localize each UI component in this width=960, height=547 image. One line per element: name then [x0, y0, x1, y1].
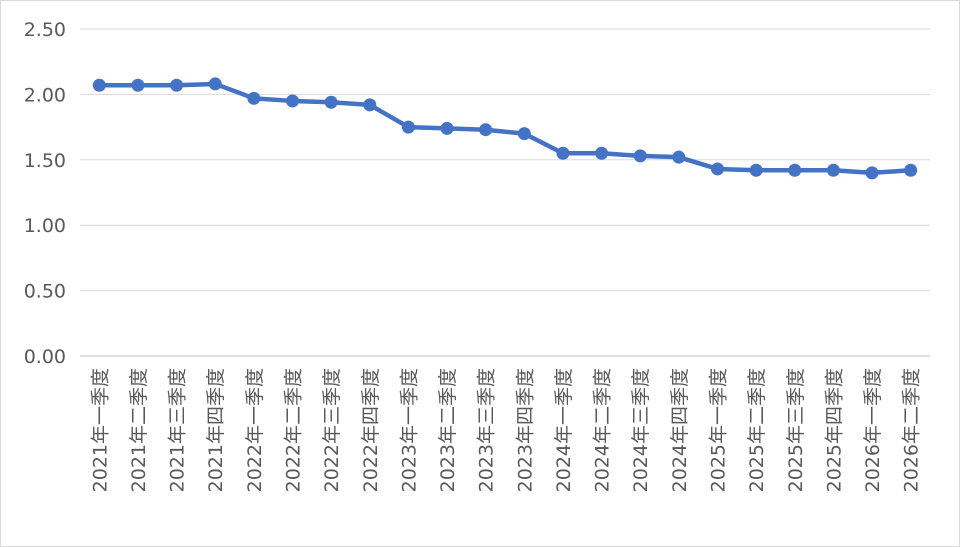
x-tick-label: 2022年三季度: [321, 368, 343, 492]
data-point: [247, 91, 261, 105]
data-point: [749, 163, 763, 177]
x-tick-label: 2024年三季度: [630, 368, 652, 492]
data-point: [131, 78, 145, 92]
x-tick-label: 2022年一季度: [244, 368, 266, 492]
x-tick-label: 2023年三季度: [476, 368, 498, 492]
y-tick-label: 2.00: [24, 84, 66, 106]
data-point: [711, 162, 724, 176]
y-tick-label: 0.50: [24, 281, 66, 303]
series-points: [92, 77, 918, 180]
data-point: [170, 78, 184, 92]
x-tick-label: 2021年三季度: [167, 368, 189, 492]
x-tick-label: 2024年二季度: [592, 368, 614, 492]
series-line: [97, 81, 913, 176]
x-tick-label: 2023年二季度: [437, 368, 459, 492]
data-point: [324, 95, 338, 109]
x-tick-label: 2026年二季度: [901, 368, 923, 492]
y-axis-ticks: 0.00 0.50 1.00 1.50 2.00 2.50: [24, 19, 66, 368]
data-point: [633, 149, 647, 163]
data-point: [865, 166, 879, 180]
x-tick-label: 2026年一季度: [862, 368, 884, 492]
y-tick-label: 0.00: [24, 346, 66, 368]
data-point: [556, 146, 570, 160]
data-point: [517, 127, 531, 141]
y-tick-label: 1.50: [24, 150, 66, 172]
x-tick-label: 2022年二季度: [283, 368, 305, 492]
x-tick-label: 2021年二季度: [128, 368, 150, 492]
gridlines: [80, 28, 930, 357]
data-point: [904, 163, 918, 177]
x-tick-label: 2021年四季度: [205, 368, 227, 492]
data-point: [401, 120, 415, 134]
x-tick-label: 2025年二季度: [746, 368, 768, 492]
data-point: [788, 163, 802, 177]
x-tick-label: 2024年四季度: [669, 368, 691, 492]
data-point: [208, 77, 222, 91]
series-line-0: [97, 81, 913, 176]
data-point: [672, 150, 686, 164]
y-tick-label: 1.00: [24, 215, 66, 237]
x-axis-ticks: 2021年一季度 2021年二季度 2021年三季度 2021年四季度 2022年一季度…: [89, 368, 922, 492]
data-point: [92, 78, 106, 92]
x-tick-label: 2025年四季度: [823, 368, 845, 492]
x-tick-label: 2025年三季度: [785, 368, 807, 492]
y-tick-label: 2.50: [24, 19, 66, 41]
x-tick-label: 2023年四季度: [514, 368, 536, 492]
data-point: [479, 123, 493, 137]
data-point: [286, 94, 299, 108]
x-tick-label: 2023年一季度: [398, 368, 420, 492]
data-point: [363, 98, 377, 112]
data-point: [595, 146, 609, 160]
x-tick-label: 2025年一季度: [708, 368, 730, 492]
x-tick-label: 2021年一季度: [89, 368, 111, 492]
data-point: [440, 121, 454, 135]
x-tick-label: 2022年四季度: [360, 368, 382, 492]
data-point: [826, 163, 840, 177]
x-tick-label: 2024年一季度: [553, 368, 575, 492]
